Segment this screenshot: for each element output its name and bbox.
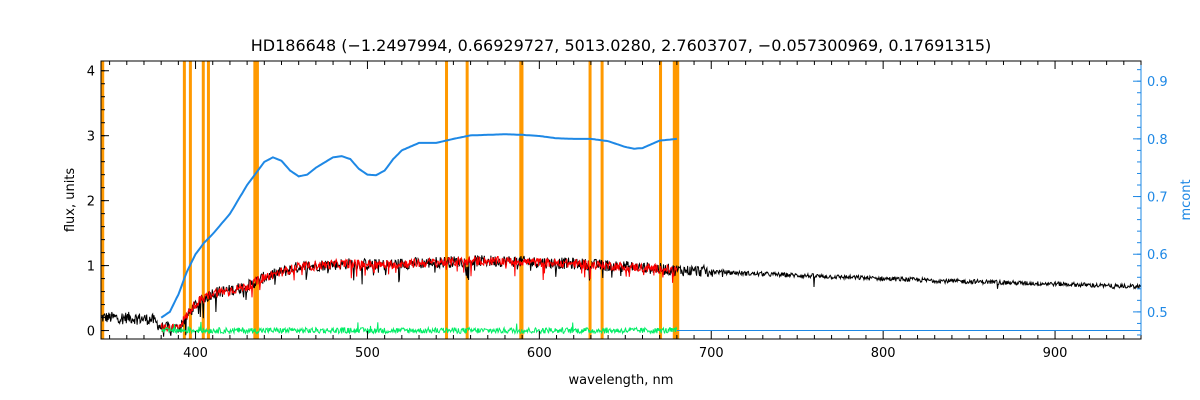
y-tick-label-1: 1 xyxy=(87,260,95,275)
x-axis-ticks: 400 500 600 700 800 900 xyxy=(109,61,1142,361)
y-axis-label: flux, units xyxy=(63,168,78,233)
series-residual xyxy=(161,321,678,336)
x-axis-label: wavelength, nm xyxy=(569,373,674,388)
mask-lines xyxy=(101,61,680,339)
y-tick-label-0: 0 xyxy=(87,325,95,340)
y-tick-label-2: 2 xyxy=(87,195,95,210)
x-tick-label-0: 400 xyxy=(183,346,208,361)
y-axis-ticks: 0 1 2 3 4 xyxy=(87,65,109,340)
y2-tick-label-0: 0.5 xyxy=(1147,306,1168,321)
x-tick-label-5: 900 xyxy=(1043,346,1068,361)
y2-tick-label-4: 0.9 xyxy=(1147,75,1168,90)
y-tick-label-3: 3 xyxy=(87,130,95,145)
series-layer xyxy=(100,133,1142,337)
x-tick-label-2: 600 xyxy=(527,346,552,361)
x-tick-label-1: 500 xyxy=(355,346,380,361)
y-tick-label-4: 4 xyxy=(87,65,95,80)
y2-axis-ticks: 0.5 0.6 0.7 0.8 0.9 xyxy=(1133,69,1168,336)
y2-tick-label-3: 0.8 xyxy=(1147,133,1168,148)
y2-tick-label-2: 0.7 xyxy=(1147,191,1168,206)
series-observed xyxy=(100,255,1142,337)
y2-tick-label-1: 0.6 xyxy=(1147,248,1168,263)
series-mcont xyxy=(160,133,677,319)
series-model xyxy=(160,255,678,333)
x-tick-label-4: 800 xyxy=(871,346,896,361)
y2-axis-label: mcont xyxy=(1179,179,1194,220)
x-tick-label-3: 700 xyxy=(699,346,724,361)
chart-title: HD186648 (−1.2497994, 0.66929727, 5013.0… xyxy=(251,36,992,55)
